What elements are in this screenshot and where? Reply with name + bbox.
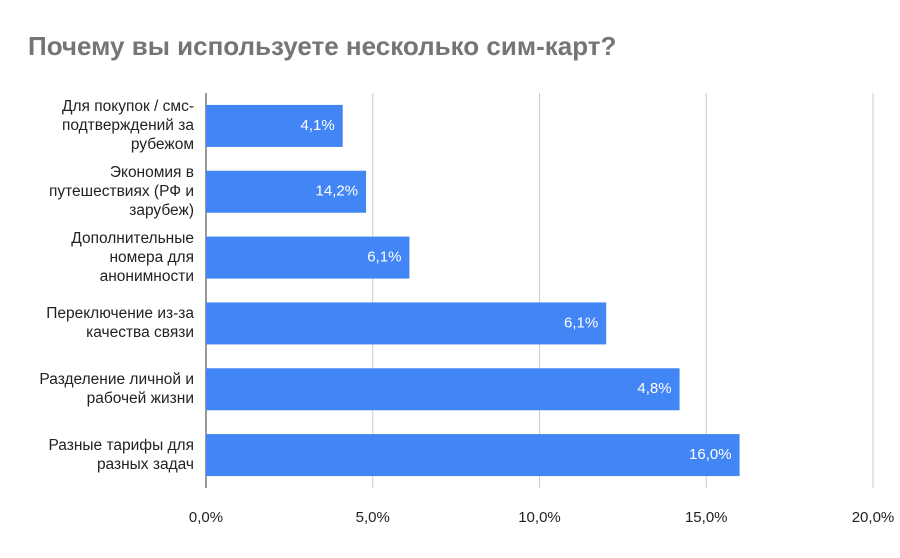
category-label-box: Дополнительные номера для анонимности: [71, 230, 194, 286]
bar: [206, 302, 607, 345]
bar: [206, 368, 680, 411]
x-tick-label: 10,0%: [518, 509, 561, 526]
value-label: 14,2%: [316, 183, 359, 200]
category-label-box: Для покупок / смс-подтверждений за рубеж…: [61, 98, 194, 154]
y-tick-label: Экономия в путешествиях (РФ и зарубеж): [48, 164, 194, 220]
value-label: 4,8%: [637, 380, 671, 397]
category-label-box: Разные тарифы для разных задач: [48, 437, 194, 474]
category-label-box: Переключение из-за качества связи: [46, 305, 194, 342]
value-label: 4,1%: [301, 117, 335, 134]
y-tick-label: Разделение личной и рабочей жизни: [39, 371, 194, 408]
value-label: 16,0%: [689, 446, 732, 463]
x-tick-label: 15,0%: [685, 509, 728, 526]
value-label: 6,1%: [564, 314, 598, 331]
category-label-box: Разделение личной и рабочей жизни: [39, 371, 194, 408]
category-label-box: Экономия в путешествиях (РФ и зарубеж): [48, 164, 194, 220]
y-tick-label: Дополнительные номера для анонимности: [71, 230, 194, 286]
x-tick-label: 5,0%: [356, 509, 390, 526]
bar: [206, 434, 740, 477]
bar: [206, 104, 343, 147]
x-tick-label: 0,0%: [189, 509, 223, 526]
y-tick-label: Разные тарифы для разных задач: [48, 437, 194, 474]
value-label: 6,1%: [367, 249, 401, 266]
chart-title: Почему вы используете несколько сим-карт…: [28, 31, 616, 61]
bar: [206, 236, 410, 279]
y-tick-label: Переключение из-за качества связи: [46, 305, 194, 342]
bar: [206, 170, 367, 213]
x-tick-label: 20,0%: [852, 509, 895, 526]
y-tick-label: Для покупок / смс-подтверждений за рубеж…: [61, 98, 194, 154]
